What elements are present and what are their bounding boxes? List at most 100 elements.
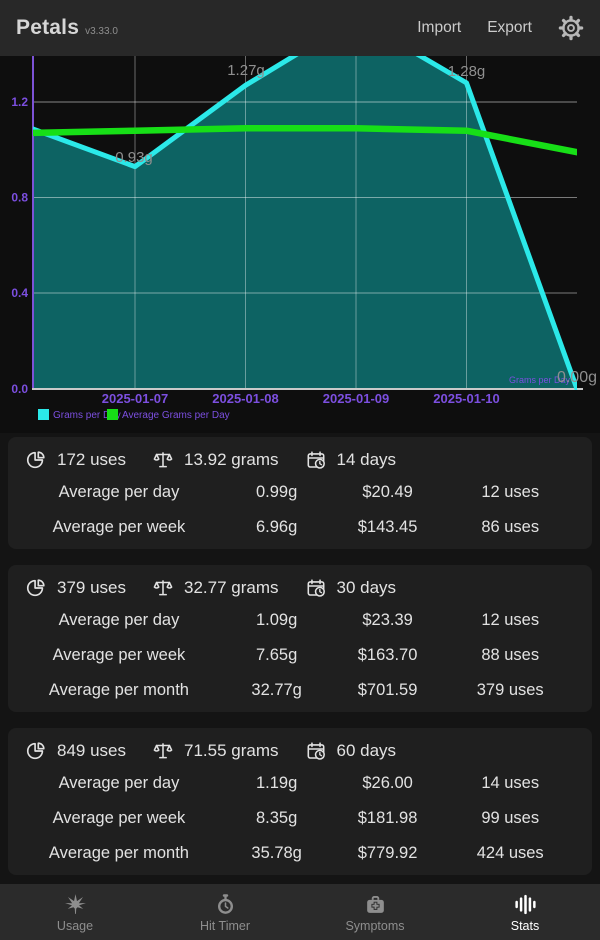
pie-chart-icon bbox=[26, 579, 45, 597]
stat-label: Average per month bbox=[48, 681, 189, 699]
legend-label-grams-per-day[interactable]: Grams per Day bbox=[53, 410, 121, 421]
point-label-1-27g: 1.27g bbox=[227, 62, 265, 79]
stat-label: Average per month bbox=[48, 844, 189, 862]
tab-stats-label: Stats bbox=[510, 918, 540, 933]
days-count: 60 days bbox=[336, 741, 397, 760]
stat-grams: 8.35g bbox=[255, 809, 298, 827]
stat-row: Average per week 8.35g $181.98 99 uses bbox=[8, 801, 592, 836]
app-header: Petals v3.33.0 Import Export bbox=[0, 0, 600, 56]
stat-grams: 32.77g bbox=[251, 681, 302, 699]
summary-grams: 13.92 grams bbox=[152, 449, 279, 471]
stat-cost: $26.00 bbox=[362, 774, 413, 792]
x-tick-jan07: 2025-01-07 bbox=[102, 391, 169, 406]
stat-cost: $23.39 bbox=[362, 611, 413, 629]
stat-uses: 88 uses bbox=[481, 646, 540, 664]
stat-label: Average per week bbox=[52, 646, 186, 664]
x-tick-jan09: 2025-01-09 bbox=[323, 391, 390, 406]
card-summary: 172 uses 13.92 grams bbox=[8, 445, 592, 475]
app-title-group: Petals v3.33.0 bbox=[16, 16, 118, 40]
stat-label: Average per day bbox=[58, 483, 180, 501]
stat-grams: 6.96g bbox=[255, 518, 298, 536]
tab-symptoms[interactable]: Symptoms bbox=[300, 884, 450, 940]
grams-count: 71.55 grams bbox=[184, 741, 279, 760]
stat-label: Average per day bbox=[58, 611, 180, 629]
tab-symptoms-label: Symptoms bbox=[345, 918, 405, 933]
scale-icon bbox=[153, 452, 173, 468]
days-count: 14 days bbox=[336, 450, 397, 469]
y-tick-0-4: 0.4 bbox=[11, 286, 28, 300]
first-aid-kit-icon bbox=[366, 895, 384, 913]
tab-hit-timer[interactable]: Hit Timer bbox=[150, 884, 300, 940]
point-label-0-00g: 0.00g bbox=[557, 369, 597, 386]
stats-card-30-days: 379 uses 32.77 grams bbox=[8, 565, 592, 712]
summary-days: 60 days bbox=[305, 740, 397, 762]
uses-count: 849 uses bbox=[57, 741, 126, 760]
summary-grams: 32.77 grams bbox=[152, 577, 279, 599]
stat-cost: $181.98 bbox=[357, 809, 418, 827]
stat-cost: $779.92 bbox=[357, 844, 418, 862]
tab-stats[interactable]: Stats bbox=[450, 884, 600, 940]
legend-label-average-grams[interactable]: Average Grams per Day bbox=[122, 410, 230, 421]
stat-cost: $701.59 bbox=[357, 681, 418, 699]
point-label-1-28g: 1.28g bbox=[448, 63, 486, 80]
stat-uses: 14 uses bbox=[481, 774, 540, 792]
stat-label: Average per week bbox=[52, 518, 186, 536]
settings-button[interactable] bbox=[558, 15, 584, 41]
stat-uses: 424 uses bbox=[476, 844, 544, 862]
chart-legend: Grams per Day Average Grams per Day bbox=[38, 409, 230, 421]
pie-chart-icon bbox=[26, 451, 45, 469]
stat-uses: 86 uses bbox=[481, 518, 540, 536]
app-title: Petals bbox=[16, 16, 80, 39]
days-count: 30 days bbox=[336, 578, 397, 597]
y-tick-0-0: 0.0 bbox=[11, 382, 28, 396]
stat-cost: $20.49 bbox=[362, 483, 413, 501]
grams-count: 32.77 grams bbox=[184, 578, 279, 597]
tab-usage[interactable]: Usage bbox=[0, 884, 150, 940]
y-tick-1-2: 1.2 bbox=[11, 95, 28, 109]
export-button[interactable]: Export bbox=[487, 19, 532, 36]
gear-icon bbox=[558, 15, 584, 41]
stat-uses: 12 uses bbox=[481, 483, 540, 501]
grams-per-day-area bbox=[33, 56, 577, 389]
pie-chart-icon bbox=[26, 742, 45, 760]
stat-label: Average per day bbox=[58, 774, 180, 792]
stat-uses: 99 uses bbox=[481, 809, 540, 827]
stat-grams: 7.65g bbox=[255, 646, 298, 664]
uses-count: 379 uses bbox=[57, 578, 126, 597]
tab-usage-label: Usage bbox=[56, 918, 94, 933]
stats-card-60-days: 849 uses 71.55 grams bbox=[8, 728, 592, 875]
average-grams-line bbox=[33, 125, 577, 156]
stat-uses: 12 uses bbox=[481, 611, 540, 629]
stat-row: Average per month 32.77g $701.59 379 use… bbox=[8, 673, 592, 708]
stat-cost: $163.70 bbox=[357, 646, 418, 664]
stat-row: Average per day 1.09g $23.39 12 uses bbox=[8, 603, 592, 638]
summary-days: 14 days bbox=[305, 449, 397, 471]
import-button[interactable]: Import bbox=[417, 19, 462, 36]
summary-uses: 172 uses bbox=[25, 449, 126, 471]
stat-cost: $143.45 bbox=[357, 518, 418, 536]
summary-grams: 71.55 grams bbox=[152, 740, 279, 762]
grams-count: 13.92 grams bbox=[184, 450, 279, 469]
x-tick-jan08: 2025-01-08 bbox=[212, 391, 279, 406]
summary-days: 30 days bbox=[305, 577, 397, 599]
bottom-nav: Usage Hit Timer Symptoms bbox=[0, 884, 600, 940]
card-summary: 379 uses 32.77 grams bbox=[8, 573, 592, 603]
stat-row: Average per day 0.99g $20.49 12 uses bbox=[8, 475, 592, 510]
stat-row: Average per week 7.65g $163.70 88 uses bbox=[8, 638, 592, 673]
stat-row: Average per week 6.96g $143.45 86 uses bbox=[8, 510, 592, 545]
app-version: v3.33.0 bbox=[85, 26, 118, 37]
stat-grams: 1.09g bbox=[255, 611, 298, 629]
usage-chart[interactable]: 1.2 0.8 0.4 0.0 2025-01-07 2025-01-08 20… bbox=[0, 56, 600, 433]
usage-chart-svg: 1.2 0.8 0.4 0.0 2025-01-07 2025-01-08 20… bbox=[11, 56, 597, 421]
stat-grams: 1.19g bbox=[255, 774, 298, 792]
series-hover-label: Grams per Day bbox=[509, 375, 571, 385]
calendar-clock-icon bbox=[307, 451, 325, 469]
calendar-clock-icon bbox=[307, 742, 325, 760]
card-summary: 849 uses 71.55 grams bbox=[8, 736, 592, 766]
summary-uses: 379 uses bbox=[25, 577, 126, 599]
tab-hit-timer-label: Hit Timer bbox=[200, 918, 250, 933]
legend-swatch-grams-per-day[interactable] bbox=[38, 409, 49, 420]
chart-gridlines bbox=[33, 56, 577, 389]
legend-swatch-average-grams[interactable] bbox=[107, 409, 118, 420]
stat-grams: 0.99g bbox=[255, 483, 298, 501]
